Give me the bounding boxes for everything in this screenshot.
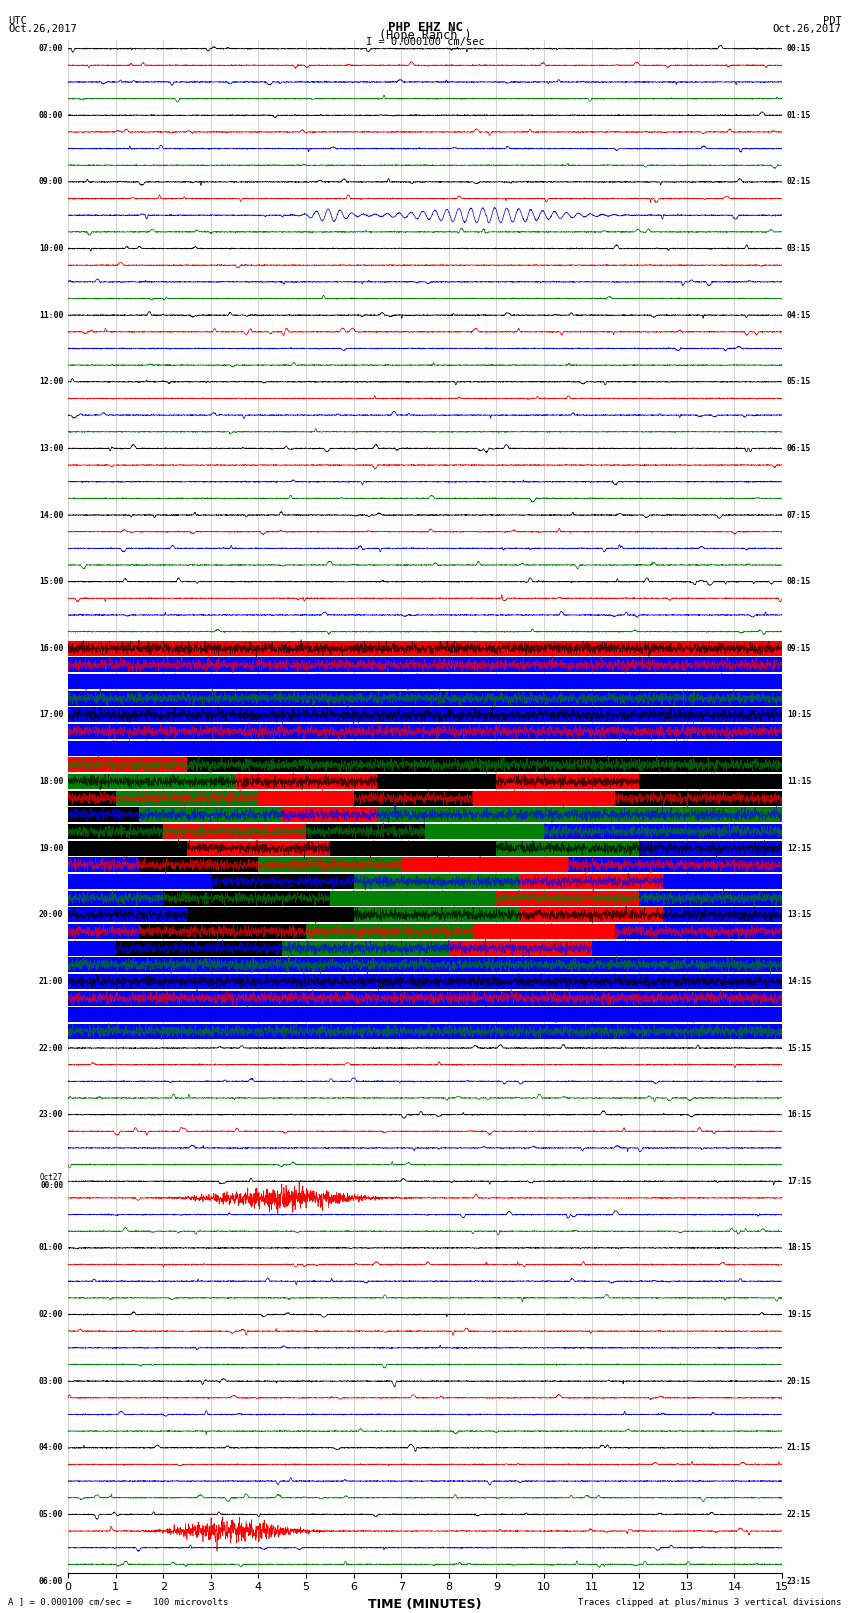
X-axis label: TIME (MINUTES): TIME (MINUTES) <box>368 1598 482 1611</box>
Text: 04:00: 04:00 <box>39 1444 63 1452</box>
Text: 11:00: 11:00 <box>39 311 63 319</box>
Text: 13:00: 13:00 <box>39 444 63 453</box>
Text: Traces clipped at plus/minus 3 vertical divisions: Traces clipped at plus/minus 3 vertical … <box>578 1597 842 1607</box>
Text: 07:15: 07:15 <box>787 511 811 519</box>
Text: 15:15: 15:15 <box>787 1044 811 1053</box>
Text: 20:00: 20:00 <box>39 910 63 919</box>
Text: 09:15: 09:15 <box>787 644 811 653</box>
Text: 14:15: 14:15 <box>787 977 811 986</box>
Text: I = 0.000100 cm/sec: I = 0.000100 cm/sec <box>366 37 484 47</box>
Text: 22:00: 22:00 <box>39 1044 63 1053</box>
Text: PHP EHZ NC: PHP EHZ NC <box>388 21 462 34</box>
Text: 16:15: 16:15 <box>787 1110 811 1119</box>
Text: 03:00: 03:00 <box>39 1376 63 1386</box>
Text: 09:00: 09:00 <box>39 177 63 187</box>
Text: 10:15: 10:15 <box>787 710 811 719</box>
Text: 23:15: 23:15 <box>787 1576 811 1586</box>
Text: 05:00: 05:00 <box>39 1510 63 1519</box>
Text: 00:00: 00:00 <box>40 1181 63 1190</box>
Text: 19:15: 19:15 <box>787 1310 811 1319</box>
Text: 08:15: 08:15 <box>787 577 811 586</box>
Text: 06:15: 06:15 <box>787 444 811 453</box>
Text: 21:15: 21:15 <box>787 1444 811 1452</box>
Text: 20:15: 20:15 <box>787 1376 811 1386</box>
Text: 19:00: 19:00 <box>39 844 63 853</box>
Text: UTC: UTC <box>8 16 27 26</box>
Text: 22:15: 22:15 <box>787 1510 811 1519</box>
Text: 04:15: 04:15 <box>787 311 811 319</box>
Text: 14:00: 14:00 <box>39 511 63 519</box>
Text: Oct.26,2017: Oct.26,2017 <box>773 24 842 34</box>
Text: PDT: PDT <box>823 16 842 26</box>
Text: A ] = 0.000100 cm/sec =    100 microvolts: A ] = 0.000100 cm/sec = 100 microvolts <box>8 1597 229 1607</box>
Text: 23:00: 23:00 <box>39 1110 63 1119</box>
Text: 10:00: 10:00 <box>39 244 63 253</box>
Text: (Hope Ranch ): (Hope Ranch ) <box>379 29 471 42</box>
Text: 02:00: 02:00 <box>39 1310 63 1319</box>
Text: 11:15: 11:15 <box>787 777 811 786</box>
Text: 03:15: 03:15 <box>787 244 811 253</box>
Text: 02:15: 02:15 <box>787 177 811 187</box>
Text: 00:15: 00:15 <box>787 44 811 53</box>
Text: Oct.26,2017: Oct.26,2017 <box>8 24 77 34</box>
Text: 17:15: 17:15 <box>787 1177 811 1186</box>
Text: 05:15: 05:15 <box>787 377 811 386</box>
Text: 13:15: 13:15 <box>787 910 811 919</box>
Text: 12:00: 12:00 <box>39 377 63 386</box>
Text: 16:00: 16:00 <box>39 644 63 653</box>
Text: 15:00: 15:00 <box>39 577 63 586</box>
Text: 01:15: 01:15 <box>787 111 811 119</box>
Text: 17:00: 17:00 <box>39 710 63 719</box>
Text: 18:15: 18:15 <box>787 1244 811 1252</box>
Text: 06:00: 06:00 <box>39 1576 63 1586</box>
Text: 18:00: 18:00 <box>39 777 63 786</box>
Text: 12:15: 12:15 <box>787 844 811 853</box>
Text: 01:00: 01:00 <box>39 1244 63 1252</box>
Text: 07:00: 07:00 <box>39 44 63 53</box>
Text: Oct27: Oct27 <box>40 1173 63 1182</box>
Text: 08:00: 08:00 <box>39 111 63 119</box>
Text: 21:00: 21:00 <box>39 977 63 986</box>
